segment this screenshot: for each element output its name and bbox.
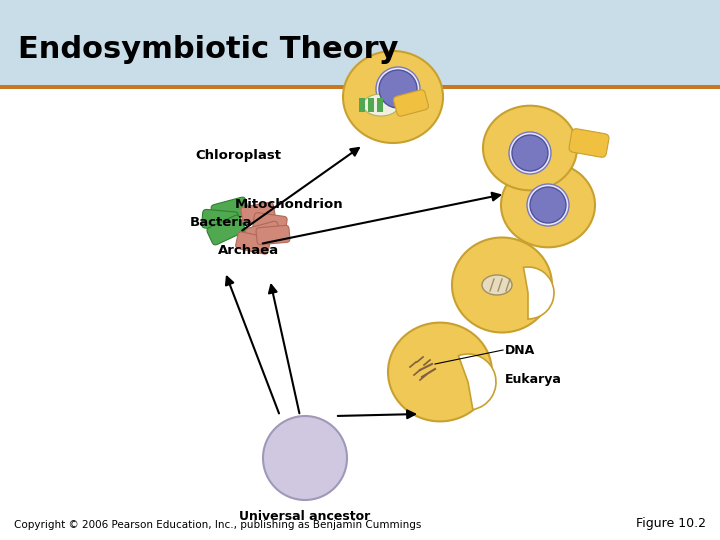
FancyBboxPatch shape [202,210,238,231]
Ellipse shape [482,275,512,295]
FancyBboxPatch shape [394,90,428,116]
FancyBboxPatch shape [211,197,249,223]
FancyBboxPatch shape [207,215,245,245]
Text: Chloroplast: Chloroplast [195,150,281,163]
Text: Bacteria: Bacteria [190,217,253,230]
FancyBboxPatch shape [253,213,287,233]
Bar [0,0,720,85]
Wedge shape [523,267,554,319]
FancyBboxPatch shape [240,202,275,224]
Ellipse shape [483,106,577,190]
Bar [377,98,383,112]
FancyBboxPatch shape [256,225,290,245]
Ellipse shape [527,184,569,226]
Ellipse shape [512,135,548,171]
Ellipse shape [363,94,399,116]
FancyBboxPatch shape [569,129,609,157]
Bar [368,98,374,112]
Ellipse shape [263,416,347,500]
Ellipse shape [379,70,417,108]
Ellipse shape [376,67,420,111]
Ellipse shape [343,51,443,143]
Text: Archaea: Archaea [218,244,279,256]
Text: Copyright © 2006 Pearson Education, Inc., publishing as Benjamin Cummings: Copyright © 2006 Pearson Education, Inc.… [14,520,421,530]
Ellipse shape [530,187,566,223]
Ellipse shape [501,163,595,247]
Ellipse shape [509,132,551,174]
Text: Mitochondrion: Mitochondrion [235,198,343,211]
Text: Eukarya: Eukarya [505,374,562,387]
Ellipse shape [452,238,552,333]
FancyBboxPatch shape [235,232,270,254]
Ellipse shape [388,322,492,421]
Text: Endosymbiotic Theory: Endosymbiotic Theory [18,36,398,64]
FancyBboxPatch shape [246,221,280,245]
Text: DNA: DNA [505,343,535,356]
Text: Universal ancestor: Universal ancestor [239,510,371,523]
Bar [359,98,365,112]
Text: Figure 10.2: Figure 10.2 [636,517,706,530]
Bar [0,85,720,89]
Wedge shape [459,354,496,409]
